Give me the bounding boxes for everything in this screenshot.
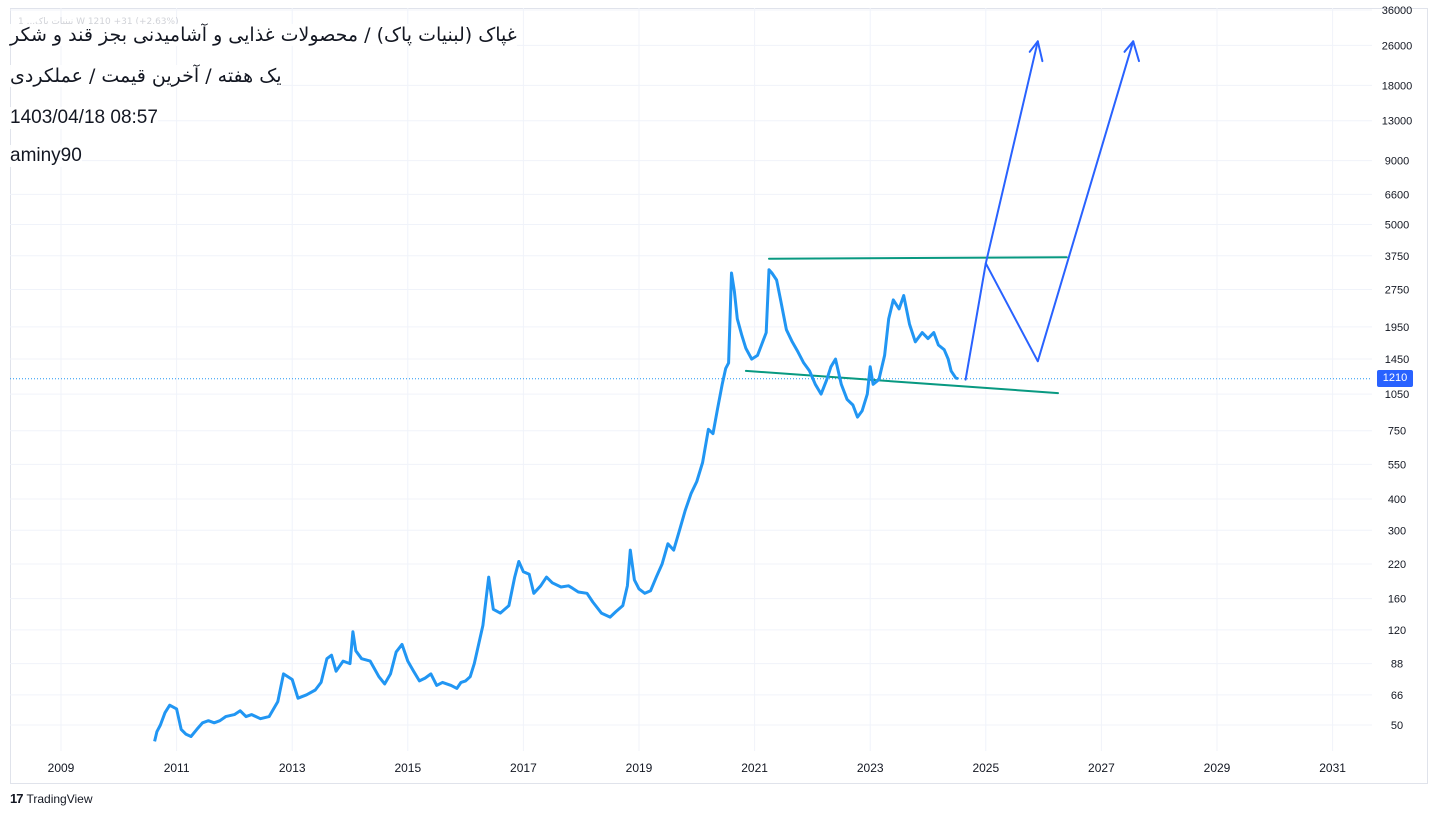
y-tick-label: 3750: [1385, 251, 1409, 263]
y-tick-label: 6600: [1385, 189, 1409, 201]
x-tick-label: 2021: [741, 761, 768, 775]
y-tick-label: 1950: [1385, 322, 1409, 334]
y-tick-label: 160: [1388, 594, 1406, 606]
y-tick-label: 550: [1388, 459, 1406, 471]
y-tick-label: 36000: [1382, 5, 1413, 17]
tradingview-brand[interactable]: 17 TradingView: [10, 791, 93, 806]
faded-legend: 1 ...نبنیات پاک W 1210 +31 (+2.63%): [18, 17, 179, 27]
y-tick-label: 1050: [1385, 389, 1409, 401]
x-tick-label: 2011: [164, 761, 190, 775]
y-tick-label: 66: [1391, 690, 1403, 702]
chart-author: aminy90: [10, 145, 82, 167]
y-tick-label: 13000: [1382, 116, 1413, 128]
x-tick-label: 2017: [510, 761, 537, 775]
y-tick-label: 120: [1388, 625, 1406, 637]
annotation-layer: [744, 40, 1140, 395]
projection-path: [964, 40, 1135, 381]
y-tick-label: 26000: [1382, 40, 1413, 52]
y-tick-label: 300: [1388, 525, 1406, 537]
x-tick-label: 2013: [279, 761, 306, 775]
y-tick-label: 50: [1391, 720, 1403, 732]
projection-path: [984, 40, 1039, 265]
trend-line: [744, 369, 1059, 395]
x-tick-label: 2019: [626, 761, 653, 775]
arrow-head: [1123, 40, 1140, 63]
last-price-badge: 1210: [1377, 370, 1413, 388]
x-tick-label: 2029: [1204, 761, 1231, 775]
chart-subtitle: یک هفته / آخرین قیمت / عملکردی: [10, 65, 282, 87]
y-tick-label: 18000: [1382, 80, 1413, 92]
y-tick-label: 1450: [1385, 354, 1409, 366]
x-tick-label: 2015: [394, 761, 421, 775]
x-tick-label: 2009: [48, 761, 75, 775]
x-tick-label: 2025: [972, 761, 999, 775]
brand-name: TradingView: [26, 791, 93, 806]
y-tick-label: 88: [1391, 659, 1403, 671]
x-axis[interactable]: 2009 2011 2013 2015 2017 2019 2021 2023 2025 2027…: [48, 761, 1347, 775]
chart-datetime: 1403/04/18 08:57: [10, 107, 158, 129]
x-tick-label: 2031: [1319, 761, 1346, 775]
y-tick-label: 2750: [1385, 285, 1409, 297]
price-series-line: [153, 268, 959, 742]
x-tick-label: 2027: [1088, 761, 1115, 775]
arrow-head: [1028, 40, 1044, 63]
tradingview-logo-icon: 17: [10, 791, 24, 806]
y-tick-label: 9000: [1385, 156, 1409, 168]
y-axis[interactable]: 50 66 88 120 160 220 300 400 550 750 1050 1450 1950 2…: [1382, 5, 1413, 732]
x-tick-label: 2023: [857, 761, 884, 775]
y-tick-label: 400: [1388, 494, 1406, 506]
grid-layer: [10, 8, 1372, 751]
trend-line: [768, 256, 1068, 260]
y-tick-label: 220: [1388, 559, 1406, 571]
y-tick-label: 5000: [1385, 220, 1409, 232]
chart-title: غپاک (لبنیات پاک) / محصولات غذایی و آشام…: [10, 24, 517, 46]
y-tick-label: 750: [1388, 426, 1406, 438]
